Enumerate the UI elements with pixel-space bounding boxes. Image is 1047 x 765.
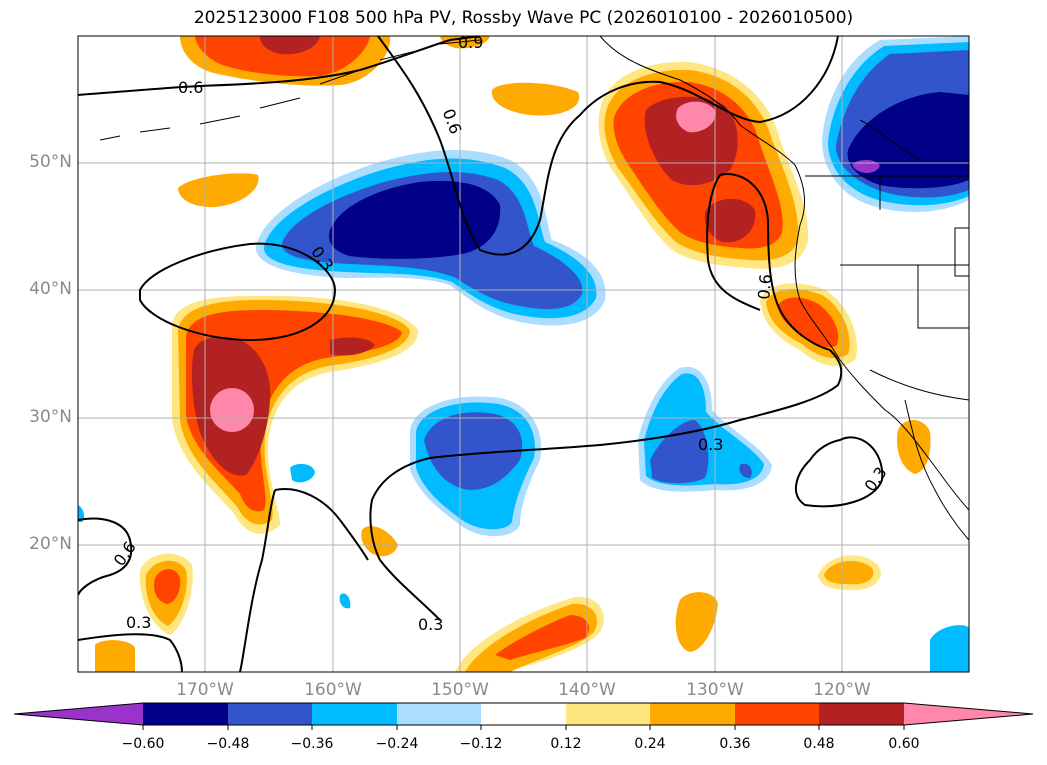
colorbar-segment xyxy=(397,703,481,725)
contour-label: 0.3 xyxy=(126,613,151,632)
contour-label: 0.3 xyxy=(698,435,723,454)
pv-anomaly-positive-north xyxy=(180,36,490,86)
pv-anomaly-negative-small-1 xyxy=(290,463,315,483)
map-frame xyxy=(77,35,970,673)
pv-anomaly-negative-northeast xyxy=(822,36,969,212)
pv-anomaly-small-4-core xyxy=(154,569,181,604)
latitude-label: 20°N xyxy=(29,534,72,554)
longitude-label: 140°W xyxy=(558,680,616,700)
colorbar-segment xyxy=(312,703,397,725)
pv-anomaly-positive-west xyxy=(171,295,419,534)
pv-anomaly-negative-mid xyxy=(410,396,542,537)
longitude-label: 130°W xyxy=(686,680,744,700)
colorbar-segment xyxy=(143,703,228,725)
longitude-label: 150°W xyxy=(431,680,489,700)
contour-label: 0.9 xyxy=(458,33,483,52)
longitude-label: 160°W xyxy=(304,680,362,700)
pv-contours xyxy=(78,36,884,672)
contour-label: 0.6 xyxy=(178,78,203,97)
colorbar-tick-label: −0.36 xyxy=(290,736,334,752)
pv-anomaly-negative-southeast xyxy=(930,625,969,672)
pv-anomaly-negative-central xyxy=(256,150,606,326)
pv-anomaly-small-5 xyxy=(95,640,135,672)
colorbar xyxy=(13,702,1034,730)
map-panel: 0.9 0.6 0.6 0.3 0.6 0.3 0.3 0.6 0.3 0.3 xyxy=(78,33,969,672)
colorbar-segment xyxy=(650,703,735,725)
longitude-label: 120°W xyxy=(813,680,871,700)
pv-anomaly-negative-edge xyxy=(78,505,85,522)
coastlines xyxy=(99,36,969,541)
pv-anomaly-small-2 xyxy=(491,82,580,116)
colorbar-tick-label: 0.24 xyxy=(634,736,666,752)
colorbar-segment xyxy=(481,703,566,725)
colorbar-segment xyxy=(735,703,819,725)
pv-anomaly-baja xyxy=(896,420,931,474)
graticule xyxy=(78,36,969,672)
colorbar-tick-label: −0.60 xyxy=(121,736,165,752)
colorbar-segment xyxy=(566,703,650,725)
longitude-label: 170°W xyxy=(176,680,234,700)
colorbar-tick-label: −0.12 xyxy=(459,736,503,752)
pv-anomaly-south-east-inner xyxy=(824,560,874,585)
pv-anomaly-positive-california xyxy=(760,283,857,366)
latitude-label: 30°N xyxy=(29,407,72,427)
colorbar-segment xyxy=(228,703,312,725)
contour-label: 0.6 xyxy=(754,273,775,300)
pv-anomaly-negative-small-2 xyxy=(339,593,351,609)
colorbar-tick-label: −0.24 xyxy=(375,736,419,752)
colorbar-tick-label: 0.36 xyxy=(719,736,751,752)
pv-anomaly-positive-south xyxy=(455,596,604,672)
map-title: 2025123000 F108 500 hPa PV, Rossby Wave … xyxy=(193,8,854,28)
colorbar-tick-label: −0.48 xyxy=(206,736,250,752)
colorbar-extend-high xyxy=(904,703,1033,725)
colorbar-segment xyxy=(819,703,904,725)
pv-anomaly-small-3 xyxy=(675,592,718,652)
pv-anomaly-positive-coast xyxy=(598,61,809,269)
contour-label: 0.3 xyxy=(418,615,443,634)
colorbar-tick-label: 0.60 xyxy=(888,736,920,752)
latitude-label: 40°N xyxy=(29,279,72,299)
colorbar-tick-label: 0.12 xyxy=(550,736,582,752)
pv-anomaly-small-1 xyxy=(178,173,259,208)
pv-anomaly-small-6 xyxy=(361,525,398,557)
latitude-label: 50°N xyxy=(29,152,72,172)
colorbar-tick-label: 0.48 xyxy=(803,736,835,752)
colorbar-extend-low xyxy=(14,703,143,725)
